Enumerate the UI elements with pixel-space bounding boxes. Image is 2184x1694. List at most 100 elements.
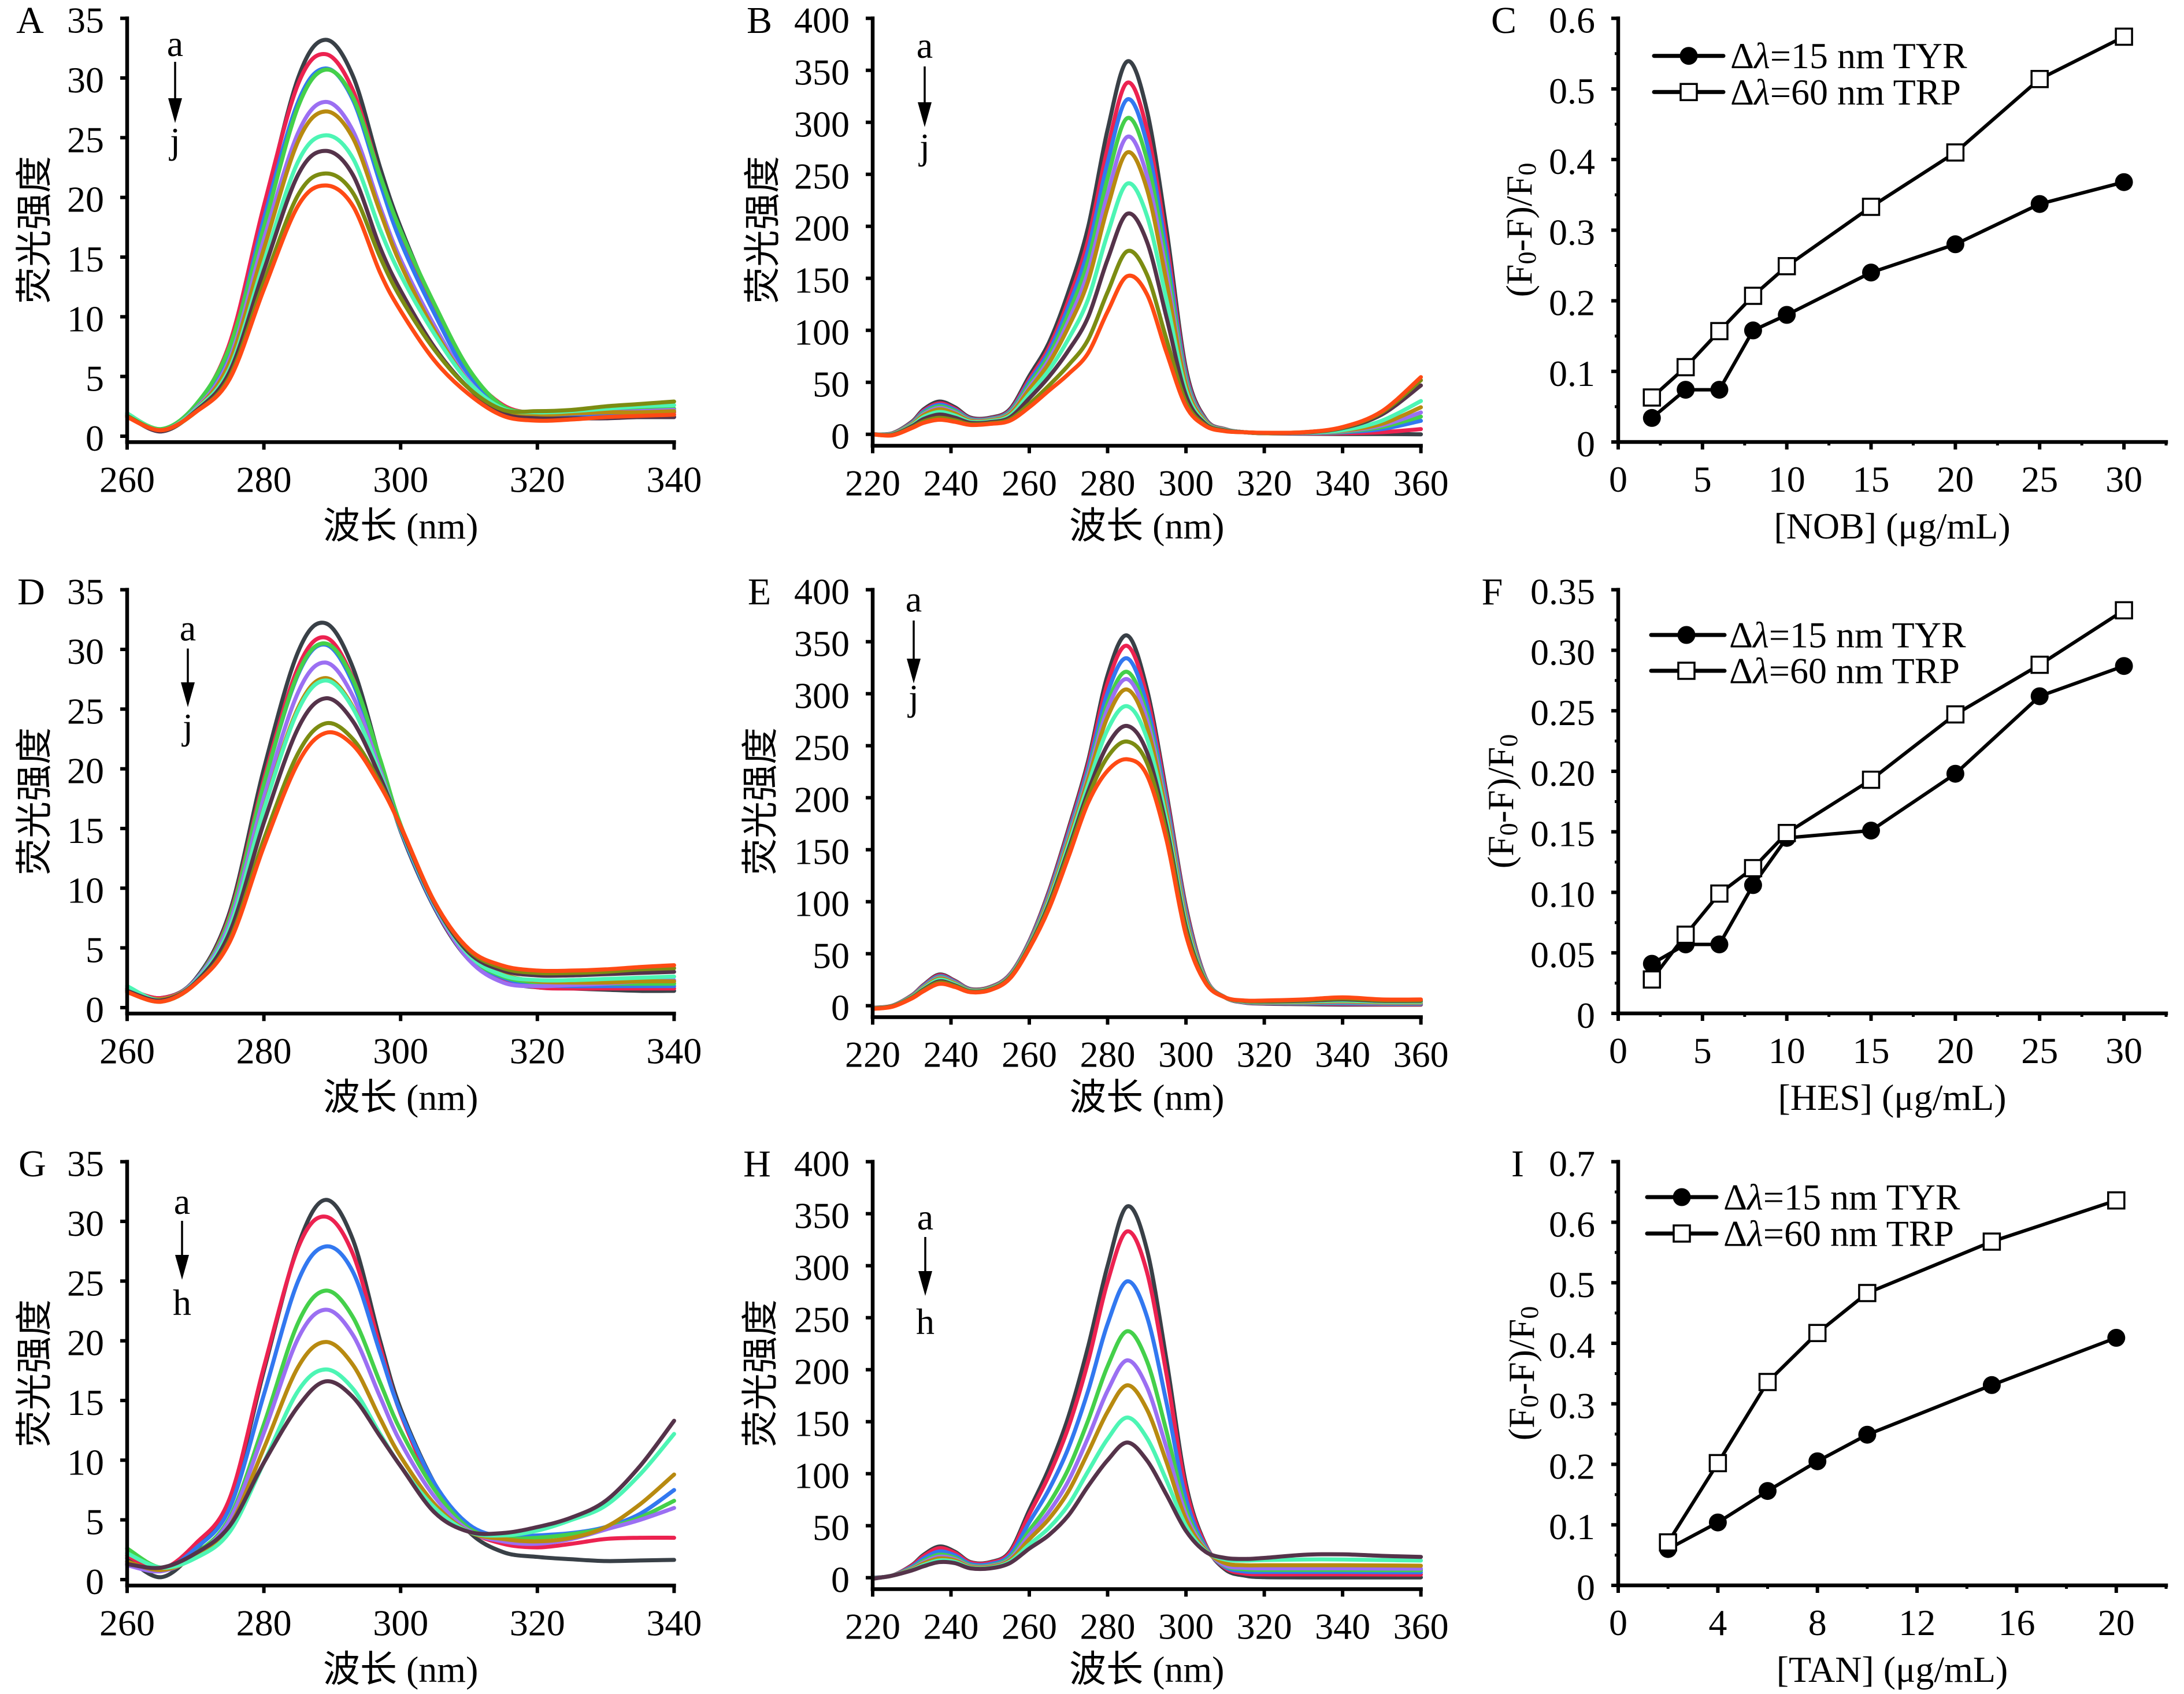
x-axis-title: 波长 (nm) <box>1069 1649 1224 1690</box>
y-tick-label: 0.6 <box>1549 0 1595 41</box>
arrow-annotation: aj <box>167 23 183 161</box>
data-point <box>1744 859 1763 878</box>
series-line-e <box>870 1358 1423 1581</box>
y-tick-label: 0 <box>1577 995 1595 1036</box>
x-tick-label: 5 <box>1693 1030 1712 1071</box>
data-point <box>1759 1482 1777 1500</box>
y-tick-label: 0.15 <box>1530 813 1595 855</box>
data-point <box>2107 1191 2126 1210</box>
legend-label-part: λ <box>1752 651 1769 692</box>
series-line-g <box>125 678 676 1003</box>
panel-d: 0 5 10 15 20 25 30 35 260 280 300 320 340 D 波长 (nm) 荧光强… <box>14 571 702 1118</box>
series-filled-circle <box>1642 657 2133 973</box>
x-tick-label: 360 <box>1393 463 1449 504</box>
legend-label-part: Δ <box>1723 1177 1747 1218</box>
data-point <box>2115 657 2133 675</box>
y-tick-label: 0.10 <box>1530 874 1595 915</box>
x-tick-label: 320 <box>1237 463 1292 504</box>
y-axis-title-subscript: 0 <box>1513 251 1541 264</box>
y-tick-label: 25 <box>67 1262 104 1303</box>
legend-entry: Δλ=15 nm TYR <box>1649 615 1966 656</box>
x-tick-label: 16 <box>1998 1602 2035 1643</box>
panel-label: C <box>1491 0 1516 42</box>
panel-label: H <box>743 1143 771 1185</box>
y-axis-title-part: (F <box>1501 1407 1542 1440</box>
plot-area <box>870 633 1423 1011</box>
legend-label: Δλ=60 nm TRP <box>1729 651 1960 692</box>
data-point <box>1777 824 1796 842</box>
y-tick-label: 300 <box>794 1247 850 1288</box>
x-axis-title: 波长 (nm) <box>1069 506 1224 547</box>
series-filled-circle <box>1659 1329 2126 1558</box>
x-tick-label: 320 <box>1237 1606 1292 1647</box>
y-tick-label: 250 <box>794 1299 850 1340</box>
data-point <box>2030 687 2049 705</box>
data-point <box>1946 705 1965 724</box>
data-point <box>1710 381 1729 399</box>
legend-label-part: Δ <box>1730 72 1754 113</box>
x-tick-label: 220 <box>845 1606 900 1647</box>
y-axis-title-part: -F)/F <box>1501 1319 1542 1395</box>
panel-label: I <box>1511 1143 1524 1185</box>
data-point <box>1862 822 1880 840</box>
series-line-f <box>125 676 676 1002</box>
x-tick-label: 280 <box>236 1602 292 1643</box>
axes: 0 5 10 15 20 25 30 35 260 280 300 320 340 <box>67 0 702 500</box>
y-axis-title: 荧光强度 <box>14 727 55 875</box>
x-tick-label: 30 <box>2105 1030 2142 1071</box>
legend-label: Δλ=60 nm TRP <box>1730 72 1961 113</box>
y-tick-label: 35 <box>67 0 104 41</box>
series-line-b <box>125 635 676 1000</box>
legend-label-part: λ <box>1746 1177 1763 1218</box>
y-tick-label: 0.05 <box>1530 934 1595 975</box>
data-point <box>2030 655 2049 674</box>
filled-circle-marker-icon <box>1679 47 1698 65</box>
data-point <box>1744 321 1762 340</box>
x-axis-title: [HES] (μg/mL) <box>1778 1077 2006 1118</box>
series-line-h <box>125 696 676 1003</box>
y-axis-title: 荧光强度 <box>743 156 784 304</box>
x-tick-label: 300 <box>373 1602 428 1643</box>
x-tick-label: 20 <box>1937 459 1974 500</box>
panel-h: 0 50 100 150 200 250 300 350 400 220 240 260 280 300 3… <box>740 1143 1449 1690</box>
y-tick-label: 0.6 <box>1549 1204 1595 1245</box>
y-tick-label: 0.1 <box>1549 353 1595 394</box>
y-tick-label: 50 <box>813 1507 850 1548</box>
series-line-a <box>125 621 676 1001</box>
y-tick-label: 0.2 <box>1549 283 1595 324</box>
y-tick-label: 100 <box>794 1455 850 1496</box>
arrow-annotation: ah <box>916 1197 935 1342</box>
y-tick-label: 0 <box>831 416 850 457</box>
x-tick-label: 340 <box>646 1030 702 1071</box>
y-axis-title: (F0-F)/F0 <box>1501 1306 1544 1441</box>
series-line-b <box>870 1229 1423 1580</box>
series-line-j <box>870 273 1423 438</box>
legend-label-part: λ <box>1752 615 1769 656</box>
arrow-down-icon <box>918 102 932 127</box>
panel-i: 0 0.1 0.2 0.3 0.4 0.5 0.6 0.7 0 4 8 12 16 20 I [TAN] (μ… <box>1501 1143 2168 1690</box>
annotation-end-label: h <box>173 1282 191 1323</box>
y-tick-label: 0.35 <box>1530 571 1595 612</box>
data-point <box>2030 195 2049 213</box>
legend-label-part: =60 nm TRP <box>1763 1213 1954 1254</box>
y-tick-label: 5 <box>86 1502 104 1543</box>
y-tick-label: 200 <box>794 779 850 820</box>
series-line-h <box>870 1440 1423 1581</box>
axes: 0 5 10 15 20 25 30 35 260 280 300 320 340 <box>67 1143 702 1644</box>
x-tick-label: 340 <box>1315 1034 1370 1075</box>
y-tick-label: 0 <box>1577 1567 1595 1608</box>
x-tick-label: 300 <box>373 459 428 500</box>
x-tick-label: 300 <box>1158 1034 1214 1075</box>
y-tick-label: 30 <box>67 60 104 101</box>
series-line-d <box>870 1329 1423 1581</box>
series-line-a <box>870 59 1423 437</box>
x-tick-label: 10 <box>1768 459 1805 500</box>
series-line-j <box>125 183 676 433</box>
y-tick-label: 0 <box>831 987 850 1028</box>
y-tick-label: 100 <box>794 883 850 924</box>
panel-a: 0 5 10 15 20 25 30 35 260 280 300 320 340 A 波长 (nm) 荧光强… <box>14 0 702 547</box>
y-axis-title: (F0-F)/F0 <box>1499 163 1541 298</box>
legend-label: Δλ=15 nm TYR <box>1730 35 1967 76</box>
y-axis-title-part: (F <box>1499 264 1540 297</box>
